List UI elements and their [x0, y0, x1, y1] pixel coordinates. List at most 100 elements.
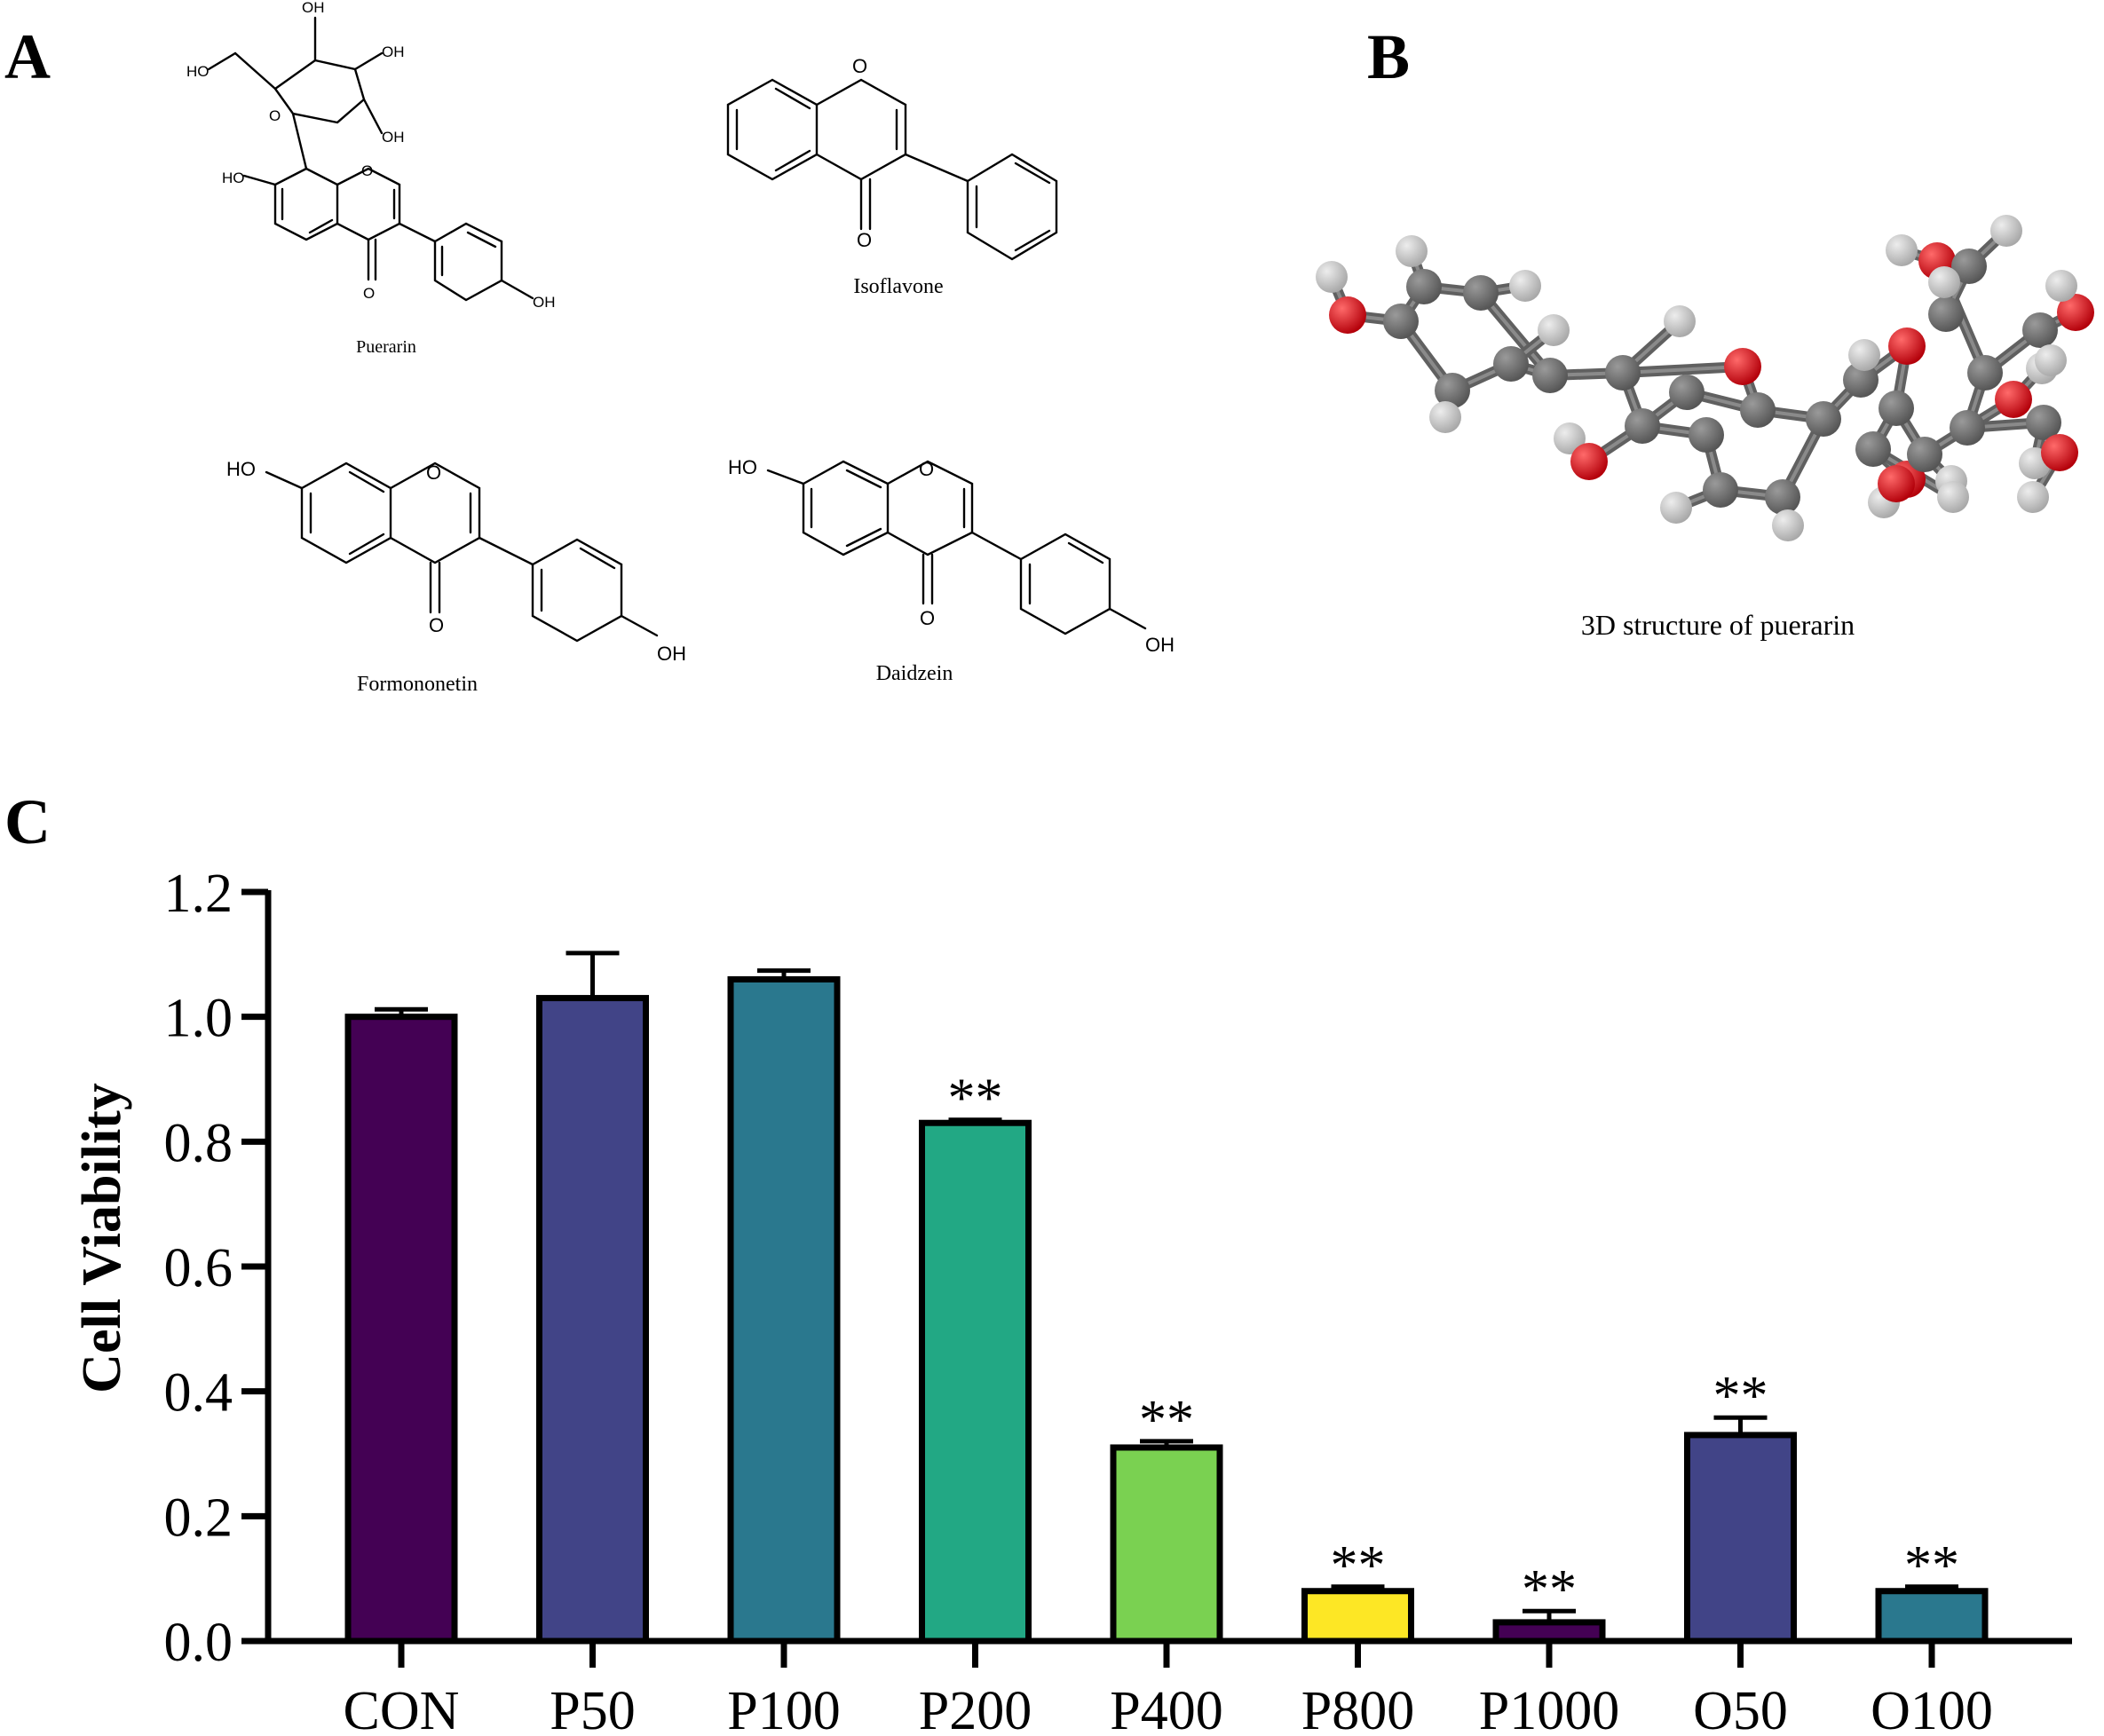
hydrogen-atom — [1509, 270, 1541, 302]
significance-label: ** — [1139, 1390, 1194, 1450]
bar — [727, 975, 841, 1645]
carbon-atom — [1951, 249, 1987, 284]
hydrogen-atom — [1772, 509, 1804, 541]
oxygen-atom — [1878, 465, 1915, 502]
hydrogen-atom — [1990, 215, 2022, 247]
oxygen-atom — [2057, 294, 2094, 331]
y-tick-label: 0.4 — [164, 1363, 233, 1424]
hydrogen-atom — [1886, 234, 1918, 266]
bar — [1684, 1432, 1797, 1645]
carbon-atom — [1740, 392, 1776, 428]
y-tick-label: 0.0 — [164, 1613, 233, 1673]
hydrogen-atom — [1538, 314, 1570, 346]
daidzein-structure: HO O O OH — [728, 456, 1175, 656]
atom-label: O — [852, 55, 867, 77]
carbon-atom — [1806, 401, 1841, 437]
bar — [1875, 1588, 1989, 1645]
bar — [1492, 1619, 1606, 1645]
y-tick-label: 1.2 — [164, 864, 233, 924]
carbon-atom — [1950, 410, 1985, 446]
x-tick-label: O50 — [1693, 1681, 1788, 1736]
significance-label: ** — [1522, 1559, 1577, 1620]
atom-label: OH — [657, 643, 686, 665]
oxygen-atom — [1329, 296, 1366, 334]
x-tick-label: P100 — [727, 1681, 840, 1736]
carbon-atom — [1703, 472, 1738, 508]
y-tick-label: 0.6 — [164, 1238, 233, 1298]
atom-label: HO — [222, 170, 245, 186]
hydrogen-atom — [1396, 235, 1428, 267]
model-bond-highlight — [1621, 365, 1744, 375]
carbon-atom — [2022, 312, 2058, 348]
panel-label-a: A — [4, 21, 51, 92]
carbon-atom — [1493, 346, 1529, 382]
atom-label: OH — [382, 43, 405, 60]
atom-label: O — [919, 458, 934, 480]
carbon-atom — [1843, 362, 1879, 398]
carbon-atom — [1879, 391, 1914, 426]
significance-label: ** — [1713, 1366, 1768, 1426]
carbon-atom — [1383, 304, 1419, 339]
hydrogen-atom — [1848, 339, 1880, 371]
x-tick-label: P400 — [1110, 1681, 1222, 1736]
atom-label: OH — [382, 129, 405, 146]
x-axis: CON P50 P100 P200 P400 P800 P1000 O50 O100 — [265, 1637, 2072, 1736]
carbon-atom — [1463, 275, 1499, 311]
bar — [536, 995, 649, 1645]
significance-label: ** — [948, 1069, 1003, 1129]
x-tick-label: P800 — [1301, 1681, 1414, 1736]
hydrogen-atom — [2017, 481, 2049, 513]
carbon-atom — [1532, 358, 1568, 393]
hydrogen-atom — [1937, 481, 1969, 513]
hydrogen-atom — [2035, 344, 2067, 376]
oxygen-atom — [2041, 434, 2078, 471]
atom-label: O — [429, 614, 444, 636]
structure-3d-caption: 3D structure of puerarin — [1580, 609, 1855, 641]
atom-label: O — [426, 462, 441, 484]
y-axis: 0.0 0.2 0.4 0.6 0.8 1.0 1.2 — [164, 864, 272, 1673]
atom-label: HO — [728, 456, 757, 478]
oxygen-atom — [1995, 381, 2032, 418]
atom-label: HO — [226, 458, 256, 480]
atom-label: OH — [533, 294, 556, 311]
hydrogen-atom — [1316, 261, 1348, 293]
isoflavone-caption: Isoflavone — [853, 275, 944, 298]
y-axis-label: Cell Viability — [72, 1083, 132, 1393]
carbon-atom — [1669, 375, 1705, 410]
carbon-atom — [1967, 355, 2003, 391]
y-tick-label: 0.2 — [164, 1487, 233, 1548]
bar — [1301, 1588, 1414, 1645]
x-tick-label: P1000 — [1479, 1681, 1619, 1736]
panel-label-b: B — [1367, 21, 1411, 92]
bar — [344, 1014, 458, 1645]
carbon-atom — [1605, 355, 1641, 391]
y-tick-label: 1.0 — [164, 989, 233, 1049]
bars: ** ** ** ** ** ** — [344, 951, 1989, 1645]
isoflavone-structure: O O — [726, 55, 1058, 261]
y-tick-label: 0.8 — [164, 1113, 233, 1173]
atom-label: O — [857, 229, 872, 251]
hydrogen-atom — [1664, 305, 1696, 337]
model-atoms — [1316, 215, 2094, 541]
carbon-atom — [2026, 405, 2061, 440]
significance-label: ** — [1904, 1535, 1959, 1596]
x-tick-label: O100 — [1871, 1681, 1993, 1736]
puerarin-caption: Puerarin — [356, 337, 416, 357]
carbon-atom — [1855, 431, 1891, 467]
carbon-atom — [1625, 408, 1660, 444]
carbon-atom — [1406, 269, 1442, 304]
hydrogen-atom — [1429, 401, 1461, 433]
atom-label: O — [269, 107, 281, 124]
puerarin-structure: OH OH OH HO O HO O O OH — [186, 0, 556, 311]
hydrogen-atom — [1660, 492, 1692, 524]
bar — [1110, 1444, 1223, 1645]
hydrogen-atom — [1928, 266, 1960, 298]
carbon-atom — [1907, 437, 1942, 472]
x-tick-label: P50 — [550, 1681, 635, 1736]
oxygen-atom — [1724, 348, 1761, 385]
formononetin-structure: HO O O OH — [226, 458, 686, 665]
model-bond-highlight — [1479, 291, 1552, 377]
hydrogen-atom — [2045, 270, 2077, 302]
carbon-atom — [1435, 373, 1470, 408]
oxygen-atom — [1888, 327, 1926, 365]
